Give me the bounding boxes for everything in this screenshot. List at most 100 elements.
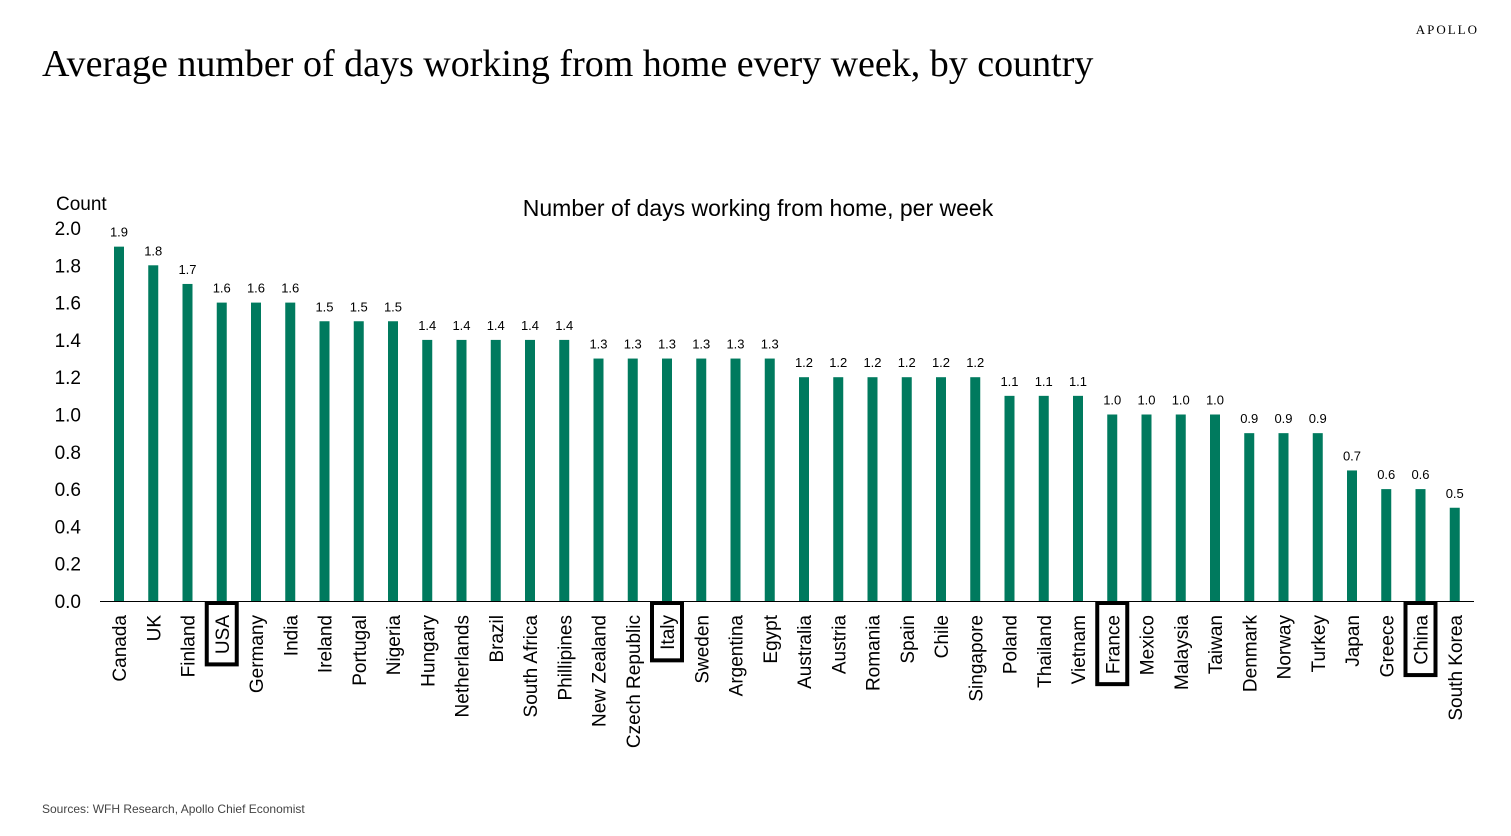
y-axis-ticks: 0.0 0.2 0.4 0.6 0.8 1.0 1.2 1.4 1.6 1.8 2.0 [55, 219, 82, 613]
data-label: 1.3 [624, 337, 642, 352]
data-label: 1.2 [795, 355, 813, 370]
x-tick-label: Denmark [1240, 615, 1261, 693]
x-tick-label: Thailand [1035, 615, 1056, 688]
bar [353, 321, 364, 601]
bar [1347, 470, 1357, 601]
bar [867, 377, 878, 601]
bar [216, 302, 227, 601]
data-label: 0.9 [1274, 411, 1292, 426]
bar [1073, 395, 1083, 601]
x-tick-label: Norway [1275, 615, 1296, 680]
x-tick-label: Hungary [418, 615, 439, 687]
brand-logo: APOLLO [1415, 22, 1479, 37]
bar [251, 302, 261, 601]
data-label: 1.6 [247, 281, 265, 296]
data-label: 1.0 [1172, 393, 1190, 408]
data-label: 1.2 [898, 355, 916, 370]
data-label: 1.4 [452, 318, 470, 333]
y-tick-label: 0.2 [55, 555, 81, 576]
bar [182, 283, 193, 601]
data-label: 1.0 [1137, 393, 1155, 408]
x-tick-label: India [281, 615, 302, 657]
bar [696, 358, 707, 601]
bar [1381, 489, 1392, 601]
x-tick-label: Sweden [692, 615, 713, 684]
data-label: 1.7 [178, 262, 196, 277]
bar [114, 246, 124, 601]
page-title: Average number of days working from home… [42, 43, 1094, 85]
bar [901, 377, 912, 601]
data-label: 1.2 [829, 355, 847, 370]
x-tick-label: Argentina [727, 615, 748, 697]
x-tick-label: France [1103, 615, 1124, 674]
y-tick-label: 1.6 [55, 294, 81, 315]
data-label: 1.1 [1000, 374, 1018, 389]
chart-title: Number of days working from home, per we… [523, 195, 994, 221]
data-label: 0.9 [1240, 411, 1258, 426]
y-tick-label: 0.8 [55, 443, 81, 464]
data-label: 1.1 [1035, 374, 1053, 389]
x-tick-label: Singapore [966, 615, 987, 702]
data-label: 1.2 [966, 355, 984, 370]
data-label: 0.9 [1309, 411, 1327, 426]
x-tick-label: USA [213, 615, 234, 654]
x-tick-label: China [1412, 615, 1433, 665]
bar [1449, 507, 1460, 601]
y-axis-label: Count [56, 194, 107, 215]
bar [799, 377, 809, 601]
bar [1210, 414, 1220, 601]
bar [970, 377, 981, 601]
bar [1312, 433, 1323, 601]
y-tick-label: 1.2 [55, 368, 81, 389]
bar [559, 339, 570, 601]
source-note: Sources: WFH Research, Apollo Chief Econ… [42, 802, 305, 816]
data-label: 1.2 [932, 355, 950, 370]
x-tick-label: Chile [932, 615, 953, 658]
data-label: 1.9 [110, 225, 128, 240]
data-label: 1.6 [213, 281, 231, 296]
data-label: 1.3 [692, 337, 710, 352]
x-tick-label: Malaysia [1172, 615, 1193, 690]
y-tick-label: 1.8 [55, 256, 81, 277]
data-label: 1.4 [487, 318, 505, 333]
data-label: 1.0 [1103, 393, 1121, 408]
highlight-box [204, 601, 239, 667]
data-label: 1.5 [315, 299, 333, 314]
bar [1415, 489, 1426, 601]
bar [285, 302, 296, 601]
bar [833, 377, 844, 601]
bar [148, 265, 159, 601]
bar [490, 339, 501, 601]
x-tick-label: Taiwan [1206, 615, 1227, 674]
data-label: 0.6 [1411, 467, 1429, 482]
data-label: 1.3 [761, 337, 779, 352]
bars: 1.9 1.8 1.7 1.6 1.6 1.6 1.5 1.5 1.5 1.4 1.4 1.4 1.4 1… [110, 225, 1464, 601]
x-tick-label: Japan [1343, 615, 1364, 667]
data-label: 1.3 [589, 337, 607, 352]
bar [456, 339, 467, 601]
x-tick-label: South Africa [521, 615, 542, 718]
x-tick-label: Phillipines [555, 615, 576, 701]
x-tick-label: South Korea [1446, 615, 1467, 721]
x-tick-label: New Zealand [590, 615, 611, 727]
bar [764, 358, 775, 601]
bar [422, 339, 433, 601]
data-label: 0.7 [1343, 448, 1361, 463]
data-label: 1.5 [384, 299, 402, 314]
data-label: 1.8 [144, 243, 162, 258]
data-label: 1.3 [658, 337, 676, 352]
x-tick-label: Romania [864, 615, 885, 691]
x-tick-label: Nigeria [384, 615, 405, 676]
bar [1278, 433, 1289, 601]
highlight-box [650, 601, 684, 663]
data-label: 1.5 [350, 299, 368, 314]
x-tick-label: Poland [1001, 615, 1022, 674]
data-label: 0.5 [1446, 486, 1464, 501]
x-axis-labels: Canada UK Finland USA Germany India Ireland Por… [110, 614, 1467, 748]
bar [525, 339, 535, 601]
data-label: 1.4 [555, 318, 573, 333]
x-tick-label: Canada [110, 615, 131, 682]
x-tick-label: UK [144, 615, 165, 642]
x-tick-label: Italy [658, 615, 679, 650]
